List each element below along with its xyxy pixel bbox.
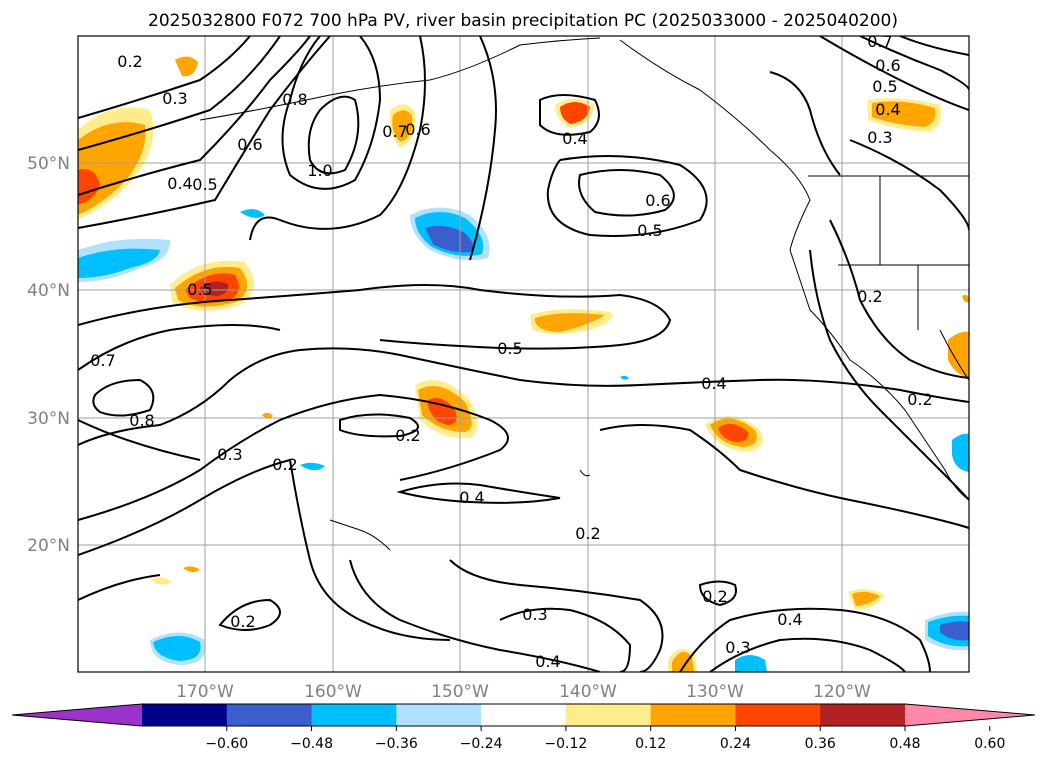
contour-label: 0.5 (187, 280, 212, 299)
colorbar-segment (311, 704, 397, 726)
contour-label: 0.2 (117, 52, 142, 71)
contour-label: 0.7 (867, 32, 892, 51)
contour-label: 0.4 (459, 488, 484, 507)
contour-label: 0.4 (562, 129, 587, 148)
lon-tick-label: 120°W (813, 682, 871, 702)
colorbar-segment (735, 704, 821, 726)
plot-frame (77, 35, 970, 673)
contour-label: 0.3 (867, 128, 892, 147)
contour-label: 0.7 (90, 351, 115, 370)
contour-label: 0.4 (875, 100, 900, 119)
lon-tick-label: 170°W (176, 682, 234, 702)
colorbar: −0.60 −0.48 −0.36 −0.24 −0.12 0.12 0.24 0.36 0.4… (11, 703, 1036, 752)
lon-tick-label: 160°W (304, 682, 362, 702)
lat-tick-label: 20°N (27, 536, 70, 556)
contour-label: 0.2 (395, 426, 420, 445)
contour-label: 0.8 (282, 90, 307, 109)
contour-label: 0.2 (272, 455, 297, 474)
contour-label: 0.7 (382, 122, 407, 141)
contour-label: 0.4 (701, 374, 726, 393)
colorbar-tick-label: 0.60 (974, 736, 1005, 752)
contour-label: 0.5 (872, 77, 897, 96)
precip-shading-negative (78, 207, 969, 672)
contour-label: 0.6 (405, 120, 430, 139)
colorbar-tick-label: −0.48 (290, 736, 333, 752)
contour-label: 0.6 (875, 56, 900, 75)
plot-area: 0.2 0.3 0.6 0.8 0.7 0.6 1.0 0.4 0.5 0.4 … (78, 32, 969, 672)
contour-label: 0.3 (217, 445, 242, 464)
map-title: 2025032800 F072 700 hPa PV, river basin … (148, 11, 898, 31)
colorbar-extend-high (905, 704, 1035, 726)
colorbar-segment (142, 704, 228, 726)
colorbar-segment (226, 704, 313, 726)
lon-tick-label: 150°W (431, 682, 489, 702)
colorbar-tick-label: −0.12 (544, 736, 587, 752)
contour-label: 0.4 (167, 174, 192, 193)
colorbar-tick-label: −0.24 (460, 736, 503, 752)
gridlines (78, 36, 969, 672)
colorbar-tick-label: −0.36 (375, 736, 418, 752)
colorbar-segment (481, 704, 567, 726)
contour-label: 0.2 (575, 524, 600, 543)
lon-axis: 170°W 160°W 150°W 140°W 130°W 120°W (176, 682, 871, 702)
contour-label: 0.4 (535, 652, 560, 671)
contour-label: 0.6 (645, 191, 670, 210)
contour-label: 0.3 (725, 638, 750, 657)
lon-tick-label: 140°W (559, 682, 617, 702)
contour-label: 0.5 (637, 221, 662, 240)
contour-label: 1.0 (307, 161, 332, 180)
contour-label: 0.6 (237, 135, 262, 154)
colorbar-segment (650, 704, 736, 726)
colorbar-tick-label: 0.12 (635, 736, 666, 752)
lon-tick-label: 130°W (686, 682, 744, 702)
contour-label: 0.2 (907, 390, 932, 409)
pv-contours (78, 36, 969, 672)
colorbar-segment (396, 704, 482, 726)
colorbar-segment (820, 704, 906, 726)
colorbar-tick-label: 0.48 (889, 736, 920, 752)
contour-label: 0.8 (129, 411, 154, 430)
contour-label: 0.3 (522, 605, 547, 624)
coastlines (199, 37, 969, 551)
colorbar-tick-label: 0.24 (720, 736, 751, 752)
colorbar-segment (565, 704, 652, 726)
lat-axis: 50°N 40°N 30°N 20°N (27, 154, 70, 556)
lat-tick-label: 30°N (27, 409, 70, 429)
contour-label: 0.5 (192, 175, 217, 194)
contour-label: 0.4 (777, 610, 802, 629)
contour-labels: 0.2 0.3 0.6 0.8 0.7 0.6 1.0 0.4 0.5 0.4 … (90, 32, 932, 671)
colorbar-tick-label: −0.60 (205, 736, 248, 752)
colorbar-tick-label: 0.36 (805, 736, 836, 752)
lat-tick-label: 50°N (27, 154, 70, 174)
contour-label: 0.2 (230, 612, 255, 631)
contour-label: 0.2 (702, 587, 727, 606)
contour-label: 0.5 (497, 339, 522, 358)
colorbar-extend-low (12, 704, 142, 726)
contour-label: 0.3 (162, 89, 187, 108)
precip-shading (78, 56, 969, 672)
contour-label: 0.2 (857, 287, 882, 306)
colorbar-outline (11, 703, 1036, 727)
lat-tick-label: 40°N (27, 281, 70, 301)
